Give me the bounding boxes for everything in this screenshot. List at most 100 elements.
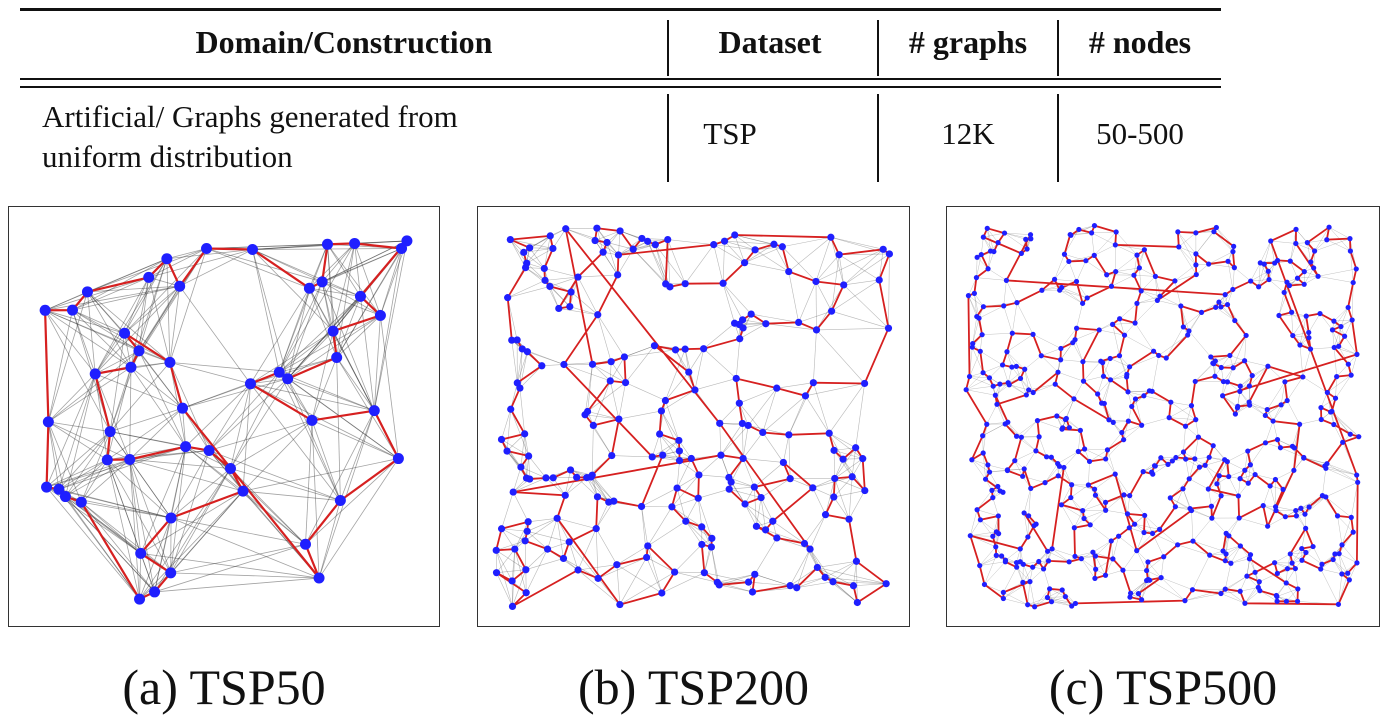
graph-node	[1058, 345, 1064, 352]
graph-node	[1306, 504, 1312, 510]
graph-edge	[1314, 239, 1327, 252]
graph-node	[1328, 409, 1334, 415]
graph-edge	[512, 491, 529, 522]
graph-edge	[1292, 335, 1311, 350]
graph-edge	[1136, 300, 1158, 304]
graph-edge	[783, 434, 790, 463]
graph-edge	[511, 549, 516, 581]
graph-node	[1248, 278, 1254, 284]
graph-edge	[665, 371, 689, 401]
graph-node	[1086, 458, 1093, 465]
graph-node	[1192, 456, 1198, 462]
graph-edge	[170, 490, 244, 574]
graph-edge	[587, 364, 593, 412]
graph-node	[508, 336, 516, 344]
graph-edge	[1097, 376, 1104, 395]
graph-node	[1331, 318, 1337, 324]
graph-node	[1106, 417, 1112, 423]
graph-edge	[1005, 548, 1021, 561]
graph-edge	[1070, 232, 1092, 236]
dataset-table: Domain/Construction Dataset # graphs # n…	[20, 8, 1221, 186]
graph-edge	[242, 490, 306, 545]
graph-node	[75, 496, 87, 508]
graph-node	[966, 373, 973, 380]
graph-node	[1074, 325, 1080, 331]
graph-node	[1339, 571, 1345, 577]
graph-node	[565, 538, 573, 546]
graph-edge	[676, 458, 692, 489]
graph-edge	[983, 237, 991, 252]
graph-edge	[230, 420, 313, 469]
graph-node	[1099, 400, 1105, 406]
graph-edge	[1091, 231, 1117, 234]
graph-edge	[529, 235, 551, 249]
graph-node	[986, 375, 993, 381]
graph-edge	[789, 548, 811, 586]
graph-edge	[825, 577, 887, 585]
graph-edge	[139, 572, 171, 600]
graph-node	[1324, 461, 1330, 467]
graph-node	[980, 234, 986, 240]
graph-edge	[1123, 494, 1128, 514]
graph-edge	[360, 296, 375, 411]
caption-tsp50: (a) TSP50	[122, 659, 326, 715]
graph-edge	[809, 548, 826, 578]
graph-node	[773, 384, 781, 392]
graph-edge	[809, 548, 834, 582]
graph-edge	[250, 357, 337, 385]
graph-node	[603, 238, 611, 247]
graph-edge	[1129, 495, 1145, 516]
graph-edge	[252, 249, 334, 332]
graph-edge	[506, 433, 525, 452]
graph-node	[1228, 560, 1234, 566]
graph-edge	[65, 459, 130, 497]
graph-edge	[1110, 376, 1127, 381]
graph-edge	[1095, 540, 1112, 557]
graph-node	[1024, 246, 1030, 252]
graph-edge	[1066, 398, 1075, 419]
graph-edge	[1295, 243, 1315, 252]
graph-edge	[501, 528, 526, 542]
graph-node	[327, 325, 339, 337]
graph-edge	[1192, 554, 1210, 590]
graph-edge	[1105, 509, 1128, 515]
graph-edge	[336, 357, 341, 501]
graph-node	[1025, 534, 1031, 540]
graph-edge	[569, 306, 598, 316]
graph-edge	[1074, 329, 1100, 340]
graph-edge	[1335, 376, 1337, 399]
graph-node	[1180, 449, 1187, 455]
graph-edge	[1004, 232, 1031, 235]
graph-edge	[982, 435, 984, 453]
graph-edge	[1130, 580, 1147, 594]
graph-edge	[1320, 398, 1336, 408]
graph-edge	[992, 497, 999, 517]
graph-edge	[1204, 465, 1218, 484]
graph-edge	[87, 258, 168, 293]
graph-edge	[701, 526, 712, 548]
graph-nodes	[492, 224, 894, 611]
graph-node	[650, 342, 659, 350]
graph-edge	[1333, 319, 1353, 322]
graph-node	[1013, 433, 1020, 439]
graph-edge	[1101, 379, 1111, 404]
graph-node	[1027, 232, 1034, 238]
graph-edge	[833, 450, 836, 479]
header-domain: Domain/Construction	[195, 24, 493, 60]
graph-node	[1213, 224, 1219, 231]
graph-edge	[739, 403, 763, 433]
graph-node	[1301, 454, 1307, 461]
graph-edge	[711, 546, 720, 585]
graph-edge	[888, 253, 890, 329]
graph-edge	[676, 487, 687, 522]
graph-node	[1329, 327, 1336, 333]
graph-edge	[558, 308, 598, 316]
graph-edge	[321, 281, 381, 316]
graph-edge	[1146, 556, 1164, 571]
graph-edge	[1105, 458, 1116, 475]
graph-node	[1147, 577, 1153, 583]
graph-edge	[970, 531, 997, 536]
graph-edge	[817, 567, 887, 584]
graph-edge	[655, 244, 671, 287]
graph-node	[1126, 525, 1132, 531]
